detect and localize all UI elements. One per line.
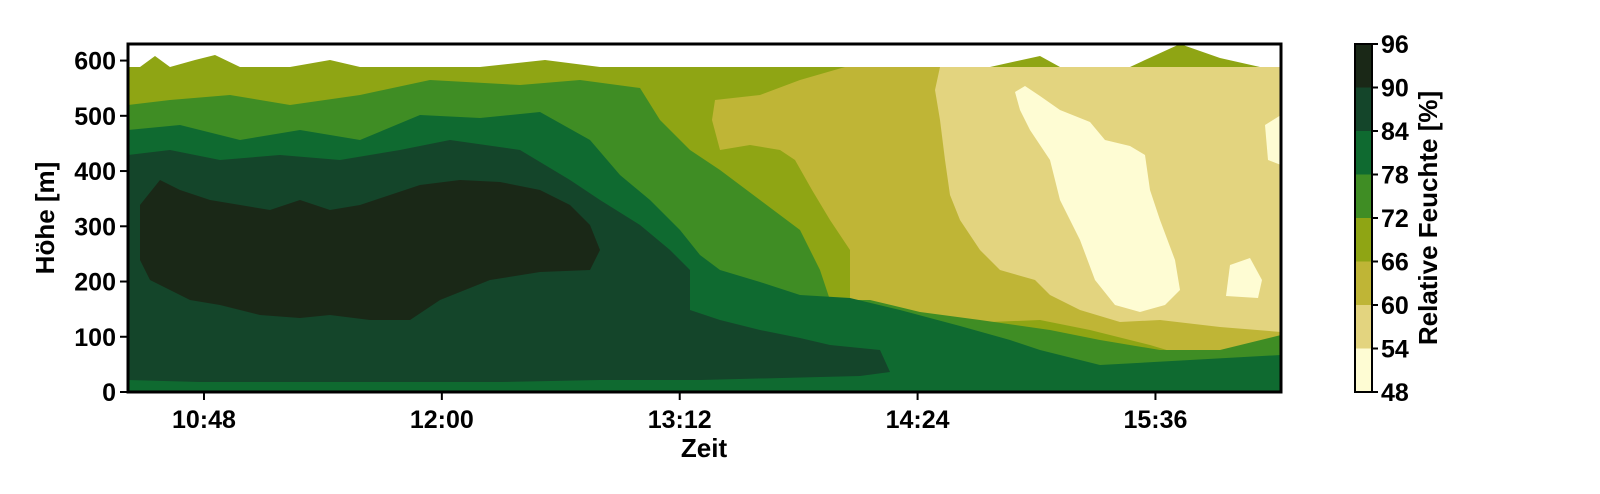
colorbar-tick-label: 60	[1381, 292, 1409, 320]
colorbar-label: Relative Feuchte [%]	[1413, 91, 1443, 345]
colorbar-tick-label: 84	[1381, 118, 1409, 146]
plot-frame	[126, 42, 1283, 394]
colorbar-swatch	[1355, 348, 1372, 392]
colorbar-swatch	[1355, 87, 1372, 131]
colorbar-swatch	[1355, 305, 1372, 349]
y-axis: 0 100 200 300 400 500 600	[74, 48, 128, 407]
colorbar-tick-label: 78	[1381, 162, 1409, 190]
y-tick-label: 300	[74, 213, 116, 241]
colorbar-tick-label: 72	[1381, 205, 1409, 233]
x-axis: 10:48 12:00 13:12 14:24 15:36	[172, 392, 1187, 434]
colorbar-swatch	[1355, 174, 1372, 218]
colorbar-tick-label: 90	[1381, 75, 1409, 103]
y-tick-label: 400	[74, 158, 116, 186]
colorbar-swatch	[1355, 44, 1372, 88]
band-90-96	[140, 180, 600, 320]
x-tick-label: 14:24	[886, 406, 950, 434]
x-tick-label: 15:36	[1123, 406, 1187, 434]
y-tick-label: 500	[74, 103, 116, 131]
y-axis-title: Höhe [m]	[30, 162, 60, 275]
colorbar-tick-label: 66	[1381, 249, 1409, 277]
y-tick-label: 100	[74, 324, 116, 352]
colorbar-swatch	[1355, 261, 1372, 305]
band-48-54	[1015, 86, 1180, 312]
x-tick-label: 13:12	[648, 406, 712, 434]
contour-field	[128, 44, 1281, 392]
y-tick-label: 600	[74, 48, 116, 76]
y-tick-label: 0	[102, 379, 116, 407]
colorbar: 48 54 60 66 72 78 84 90 96	[1354, 31, 1409, 407]
colorbar-tick-label: 48	[1381, 379, 1409, 407]
colorbar-tick-label: 96	[1381, 31, 1409, 59]
x-tick-label: 10:48	[172, 406, 236, 434]
colorbar-swatch	[1355, 131, 1372, 175]
colorbar-swatch	[1355, 218, 1372, 262]
x-tick-label: 12:00	[410, 406, 474, 434]
x-axis-title: Zeit	[681, 433, 728, 463]
band-48-54-right	[1265, 115, 1281, 165]
band-48-54-right-low	[1226, 258, 1262, 298]
y-tick-label: 200	[74, 269, 116, 297]
colorbar-tick-label: 54	[1381, 336, 1409, 364]
